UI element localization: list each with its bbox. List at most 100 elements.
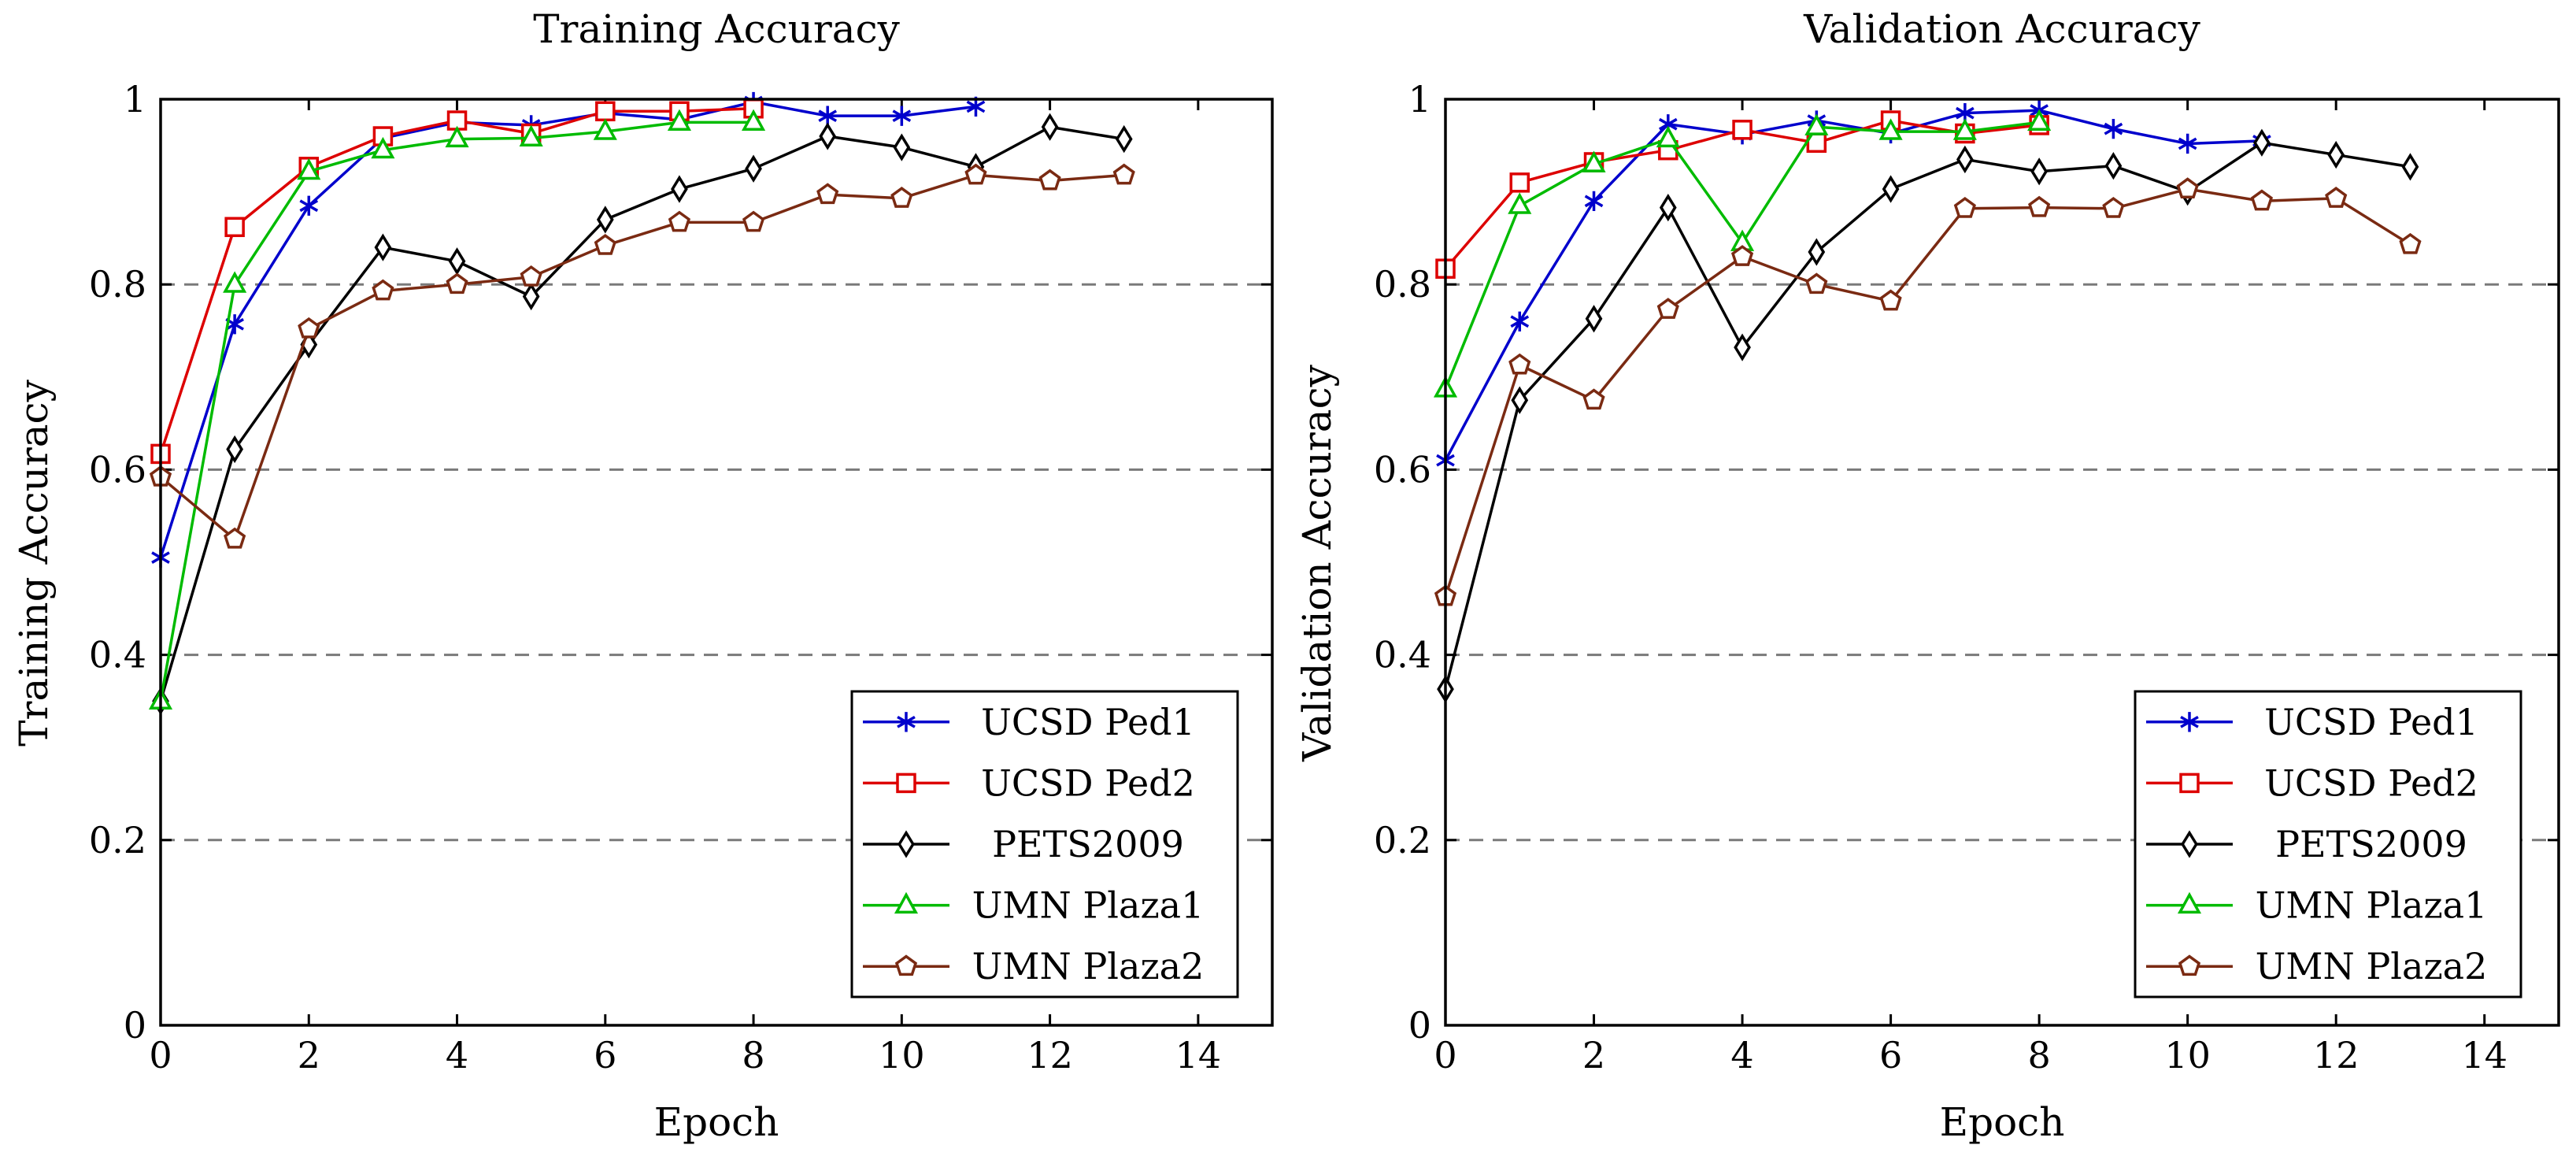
x-tick-label: 4 xyxy=(446,1034,468,1076)
data-point-pets2009 xyxy=(1585,305,1603,333)
data-point-pets2009 xyxy=(226,435,243,464)
data-point-umn-plaza2 xyxy=(1879,289,1902,311)
legend-label-umn-plaza2: UMN Plaza2 xyxy=(2256,945,2488,987)
x-tick-label: 0 xyxy=(1434,1034,1456,1076)
data-point-ucsd-ped1 xyxy=(2104,118,2123,139)
data-point-pets2009 xyxy=(596,206,614,234)
legend-marker-umn-plaza1 xyxy=(894,891,919,914)
data-point-umn-plaza2 xyxy=(2102,196,2125,218)
data-point-pets2009 xyxy=(2030,157,2048,186)
data-point-umn-plaza2 xyxy=(298,317,320,339)
data-point-umn-plaza2 xyxy=(816,183,839,205)
y-axis-label: Training Accuracy xyxy=(11,379,57,746)
legend-label-umn-plaza1: UMN Plaza1 xyxy=(972,884,1205,927)
y-axis-label: Validation Accuracy xyxy=(1294,364,1340,761)
legend-label-umn-plaza1: UMN Plaza1 xyxy=(2256,884,2488,927)
data-point-pets2009 xyxy=(2401,153,2419,181)
y-tick-label: 0.4 xyxy=(1374,634,1431,676)
y-tick-label: 0 xyxy=(1408,1004,1431,1047)
legend-marker-ucsd-ped1 xyxy=(2180,712,2199,732)
data-point-ucsd-ped2 xyxy=(1509,172,1530,193)
validation-accuracy-chart: Validation Accuracy Epoch Validation Acc… xyxy=(1294,6,2560,1145)
y-tick-label: 0.2 xyxy=(1374,819,1431,861)
data-point-pets2009 xyxy=(1956,145,1974,174)
data-point-pets2009 xyxy=(2327,140,2345,169)
y-tick-label: 1 xyxy=(124,78,146,120)
legend-marker-ucsd-ped2 xyxy=(896,773,916,794)
data-point-umn-plaza1 xyxy=(593,118,617,140)
x-tick-label: 6 xyxy=(1879,1034,1902,1076)
data-point-umn-plaza1 xyxy=(2027,109,2052,131)
data-point-umn-plaza2 xyxy=(890,187,913,208)
y-tick-label: 0.2 xyxy=(89,819,146,861)
legend-label-ucsd-ped1: UCSD Ped1 xyxy=(981,701,1195,743)
chart-title: Training Accuracy xyxy=(533,6,900,52)
chart-title: Validation Accuracy xyxy=(1803,6,2200,52)
data-point-pets2009 xyxy=(1659,193,1677,222)
y-tick-label: 0.8 xyxy=(1374,263,1431,306)
series-umn-plaza2 xyxy=(1434,177,2422,606)
x-axis-label: Epoch xyxy=(1940,1099,2065,1145)
data-point-umn-plaza2 xyxy=(2250,189,2274,211)
data-point-ucsd-ped1 xyxy=(299,195,319,216)
data-point-pets2009 xyxy=(671,175,688,203)
x-tick-label: 6 xyxy=(594,1034,616,1076)
data-point-pets2009 xyxy=(374,233,392,261)
data-point-pets2009 xyxy=(522,282,540,311)
data-point-pets2009 xyxy=(1041,113,1059,141)
data-point-ucsd-ped1 xyxy=(892,106,912,126)
data-point-ucsd-ped1 xyxy=(1584,191,1604,212)
legend-marker-pets2009 xyxy=(2181,830,2198,858)
x-tick-label: 10 xyxy=(879,1034,925,1076)
data-point-umn-plaza1 xyxy=(223,271,247,293)
series-ucsd-ped1 xyxy=(151,91,986,568)
x-tick-label: 14 xyxy=(2461,1034,2508,1076)
x-tick-label: 12 xyxy=(2313,1034,2359,1076)
data-point-umn-plaza2 xyxy=(594,233,616,255)
y-tick-label: 0.4 xyxy=(89,634,146,676)
data-point-ucsd-ped1 xyxy=(1510,311,1530,332)
legend-marker-ucsd-ped1 xyxy=(897,712,916,732)
legend: UCSD Ped1 UCSD Ped2 PETS2009 UMN Plaza1 UMN … xyxy=(850,690,1239,999)
y-tick-label: 0 xyxy=(124,1004,146,1047)
series-umn-plaza1 xyxy=(148,109,766,710)
x-tick-label: 2 xyxy=(1582,1034,1605,1076)
data-point-umn-plaza2 xyxy=(2399,232,2422,254)
data-point-umn-plaza1 xyxy=(1508,192,1532,214)
data-point-umn-plaza2 xyxy=(372,279,394,301)
series-line-umn-plaza1 xyxy=(159,120,754,702)
data-point-umn-plaza2 xyxy=(964,163,987,185)
data-point-umn-plaza2 xyxy=(224,527,246,549)
data-point-umn-plaza1 xyxy=(1656,125,1680,148)
data-point-umn-plaza2 xyxy=(1953,196,1976,218)
series-line-umn-plaza2 xyxy=(159,173,1124,541)
x-tick-label: 4 xyxy=(1730,1034,1753,1076)
data-point-umn-plaza2 xyxy=(2176,177,2199,199)
legend-marker-pets2009 xyxy=(898,830,915,858)
data-point-umn-plaza1 xyxy=(1878,118,1903,140)
data-point-pets2009 xyxy=(2253,128,2271,157)
y-tick-label: 0.6 xyxy=(89,448,146,491)
data-point-umn-plaza2 xyxy=(1508,353,1531,375)
series-line-ucsd-ped1 xyxy=(159,100,976,558)
legend-label-ucsd-ped2: UCSD Ped2 xyxy=(981,761,1195,804)
data-point-umn-plaza2 xyxy=(2325,187,2348,208)
data-point-umn-plaza2 xyxy=(1730,245,1754,266)
plot-frame xyxy=(159,98,1274,1027)
plot-frame xyxy=(1444,98,2560,1027)
y-tick-label: 0.6 xyxy=(1374,448,1431,491)
data-point-umn-plaza2 xyxy=(742,210,765,232)
x-tick-label: 2 xyxy=(298,1034,320,1076)
data-point-umn-plaza2 xyxy=(2028,195,2051,217)
legend-label-ucsd-ped2: UCSD Ped2 xyxy=(2264,761,2478,804)
x-tick-label: 14 xyxy=(1175,1034,1222,1076)
data-point-ucsd-ped2 xyxy=(224,217,245,238)
series-umn-plaza2 xyxy=(149,163,1135,549)
data-point-umn-plaza1 xyxy=(1952,118,1977,140)
data-point-ucsd-ped2 xyxy=(595,101,616,122)
data-point-umn-plaza2 xyxy=(668,210,691,232)
legend: UCSD Ped1 UCSD Ped2 PETS2009 UMN Plaza1 UMN … xyxy=(2134,690,2522,999)
training-accuracy-chart: Training Accuracy Epoch Training Accurac… xyxy=(11,6,1274,1145)
data-point-umn-plaza1 xyxy=(297,157,321,180)
